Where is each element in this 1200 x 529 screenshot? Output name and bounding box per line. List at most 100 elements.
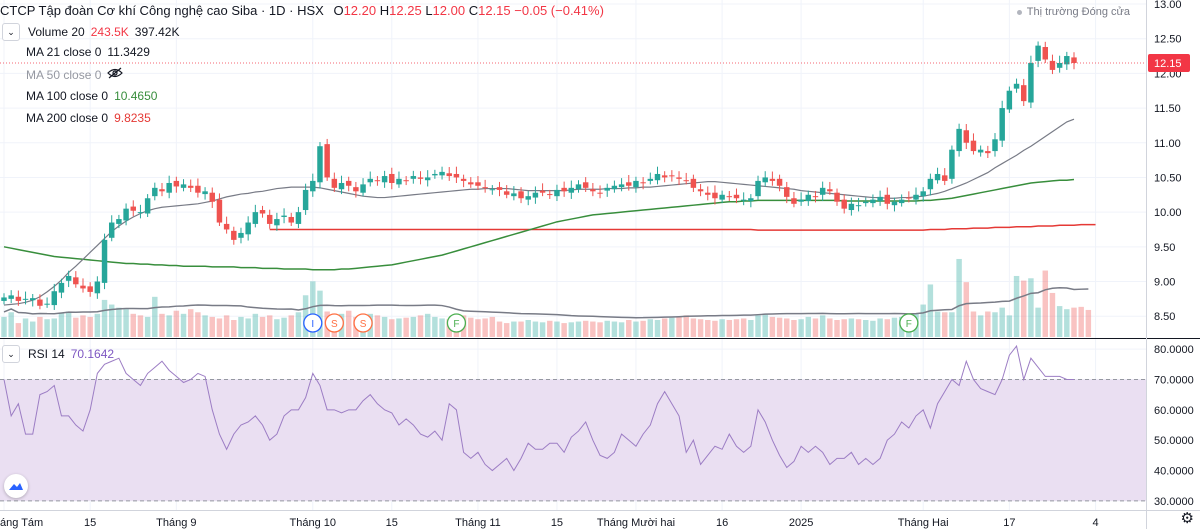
candle xyxy=(1006,86,1013,113)
candle-body xyxy=(489,189,496,191)
ma200-line xyxy=(269,223,1096,231)
candle-body xyxy=(748,198,754,202)
time-tick-label: Tháng 9 xyxy=(156,517,196,529)
volume-bar xyxy=(1078,306,1084,337)
candle-body xyxy=(245,222,251,235)
candle xyxy=(453,166,460,183)
candle-body xyxy=(58,282,65,293)
volume-bar xyxy=(992,312,998,337)
volume-bar xyxy=(568,322,575,337)
candle xyxy=(73,271,79,288)
candle-body xyxy=(166,182,172,193)
symbol-title[interactable]: CTCP Tập đoàn Cơ khí Công nghệ cao Siba … xyxy=(0,3,324,18)
event-marker: S xyxy=(324,313,344,333)
candle xyxy=(238,227,244,244)
volume-bar xyxy=(403,317,409,337)
volume-bar xyxy=(611,321,618,337)
candle-body xyxy=(195,185,201,193)
status-dot-icon xyxy=(1016,9,1022,15)
candle xyxy=(518,187,524,204)
volume-bar xyxy=(1071,307,1077,337)
candle-body xyxy=(1071,57,1077,63)
candle xyxy=(503,185,510,199)
gear-icon[interactable]: ⚙ xyxy=(1180,510,1194,527)
volume-bar xyxy=(216,318,223,337)
volume-bar xyxy=(245,318,251,337)
rsi-line xyxy=(3,344,1074,472)
candle-body xyxy=(108,222,115,238)
candle xyxy=(970,133,977,155)
legend-ma21[interactable]: MA 21 close 0 11.3429 xyxy=(26,45,150,59)
candle xyxy=(216,193,223,226)
candle-body xyxy=(274,219,280,226)
volume-bar xyxy=(934,311,941,337)
legend-ma100[interactable]: MA 100 close 0 10.4650 xyxy=(26,89,157,103)
chevron-down-icon[interactable]: ⌄ xyxy=(2,345,20,363)
candle xyxy=(913,187,919,205)
legend-ma50[interactable]: MA 50 close 0 xyxy=(26,67,124,82)
volume-bar xyxy=(712,320,718,337)
candle xyxy=(539,183,546,197)
volume-bar xyxy=(669,317,675,337)
candle-body xyxy=(403,180,409,182)
candle xyxy=(1021,78,1027,106)
candle xyxy=(977,145,984,157)
candle-body xyxy=(223,223,230,230)
volume-bar xyxy=(317,290,323,337)
eye-hidden-icon[interactable] xyxy=(107,67,124,82)
candle xyxy=(51,283,57,310)
volume-bar xyxy=(604,320,610,337)
candle-body xyxy=(934,173,941,181)
volume-bar xyxy=(762,313,768,337)
candle xyxy=(999,100,1005,147)
legend-ma200[interactable]: MA 200 close 0 9.8235 xyxy=(26,111,151,125)
candle-body xyxy=(977,149,984,153)
candle xyxy=(669,170,675,182)
candle-body xyxy=(231,230,237,240)
event-circle xyxy=(446,313,467,333)
candle xyxy=(834,188,840,206)
chevron-down-icon[interactable]: ⌄ xyxy=(2,23,20,41)
legend-rsi[interactable]: ⌄ RSI 14 70.1642 xyxy=(0,345,114,363)
candle xyxy=(604,183,610,197)
candle xyxy=(360,178,366,197)
candle-body xyxy=(841,199,847,209)
candle-body xyxy=(690,178,697,188)
price-tick-label: 10.00 xyxy=(1154,207,1182,219)
volume-bar xyxy=(374,315,381,337)
candle xyxy=(683,172,689,185)
candle-body xyxy=(209,192,215,202)
candle-body xyxy=(740,199,747,201)
candle xyxy=(898,194,905,207)
volume-bar xyxy=(942,312,948,337)
volume-ma-value: 397.42K xyxy=(134,25,180,39)
time-tick-label: 15 xyxy=(84,517,96,529)
candle-body xyxy=(173,180,180,187)
candle xyxy=(116,214,122,229)
volume-bar xyxy=(819,315,826,337)
volume-bar xyxy=(1049,292,1056,337)
volume-bar xyxy=(389,319,395,337)
volume-bar xyxy=(137,315,144,337)
candle xyxy=(94,276,101,299)
event-marker: I xyxy=(303,313,323,333)
candle xyxy=(568,180,575,199)
candle-body xyxy=(676,177,682,179)
legend-volume[interactable]: ⌄ Volume 20 243.5K 397.42K xyxy=(0,23,179,41)
tradingview-logo-icon[interactable] xyxy=(4,474,28,498)
volume-bar xyxy=(65,311,72,337)
candle xyxy=(819,181,826,202)
volume-bar xyxy=(733,319,740,337)
volume-bar xyxy=(539,322,546,337)
price-tick-label: 9.00 xyxy=(1154,277,1175,289)
candle-body xyxy=(468,182,474,185)
volume-bar xyxy=(410,316,417,337)
candle xyxy=(446,167,452,181)
candle-body xyxy=(389,173,395,183)
candle-body xyxy=(94,281,101,294)
candle xyxy=(690,174,697,193)
volume-bar xyxy=(202,315,208,337)
volume-bar xyxy=(618,322,625,337)
candle-body xyxy=(1042,47,1049,60)
